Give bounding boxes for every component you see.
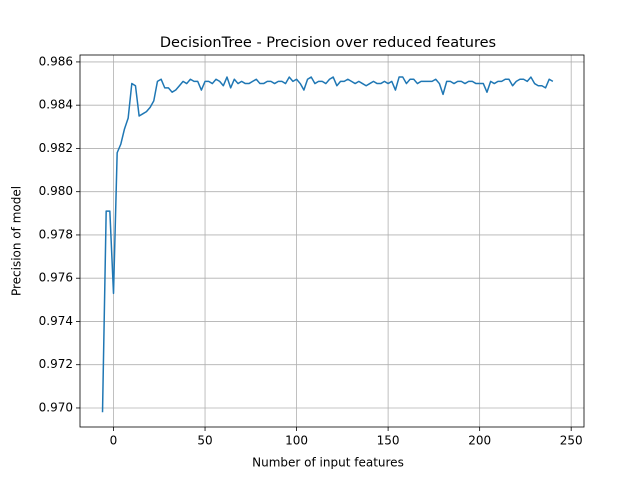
plot-frame	[79, 54, 585, 428]
y-tick-label: 0.980	[39, 184, 73, 198]
y-tick-label: 0.986	[39, 54, 73, 68]
x-tick-label: 150	[377, 434, 400, 448]
y-axis-label: Precision of model	[10, 186, 24, 296]
x-tick-label: 200	[468, 434, 491, 448]
data-line	[101, 76, 554, 413]
x-tick-label: 50	[197, 434, 212, 448]
y-tick-label: 0.970	[39, 400, 73, 414]
chart-title: DecisionTree - Precision over reduced fe…	[160, 35, 496, 51]
x-tick-label: 0	[110, 434, 118, 448]
y-tick-label: 0.978	[39, 227, 73, 241]
y-tick-label: 0.976	[39, 271, 73, 285]
y-tick-label: 0.984	[39, 98, 73, 112]
x-axis-label: Number of input features	[252, 456, 404, 470]
y-tick-label: 0.974	[39, 314, 73, 328]
x-tick-label: 100	[285, 434, 308, 448]
y-tick-label: 0.972	[39, 357, 73, 371]
x-tick-label: 250	[560, 434, 583, 448]
y-tick-label: 0.982	[39, 141, 73, 155]
